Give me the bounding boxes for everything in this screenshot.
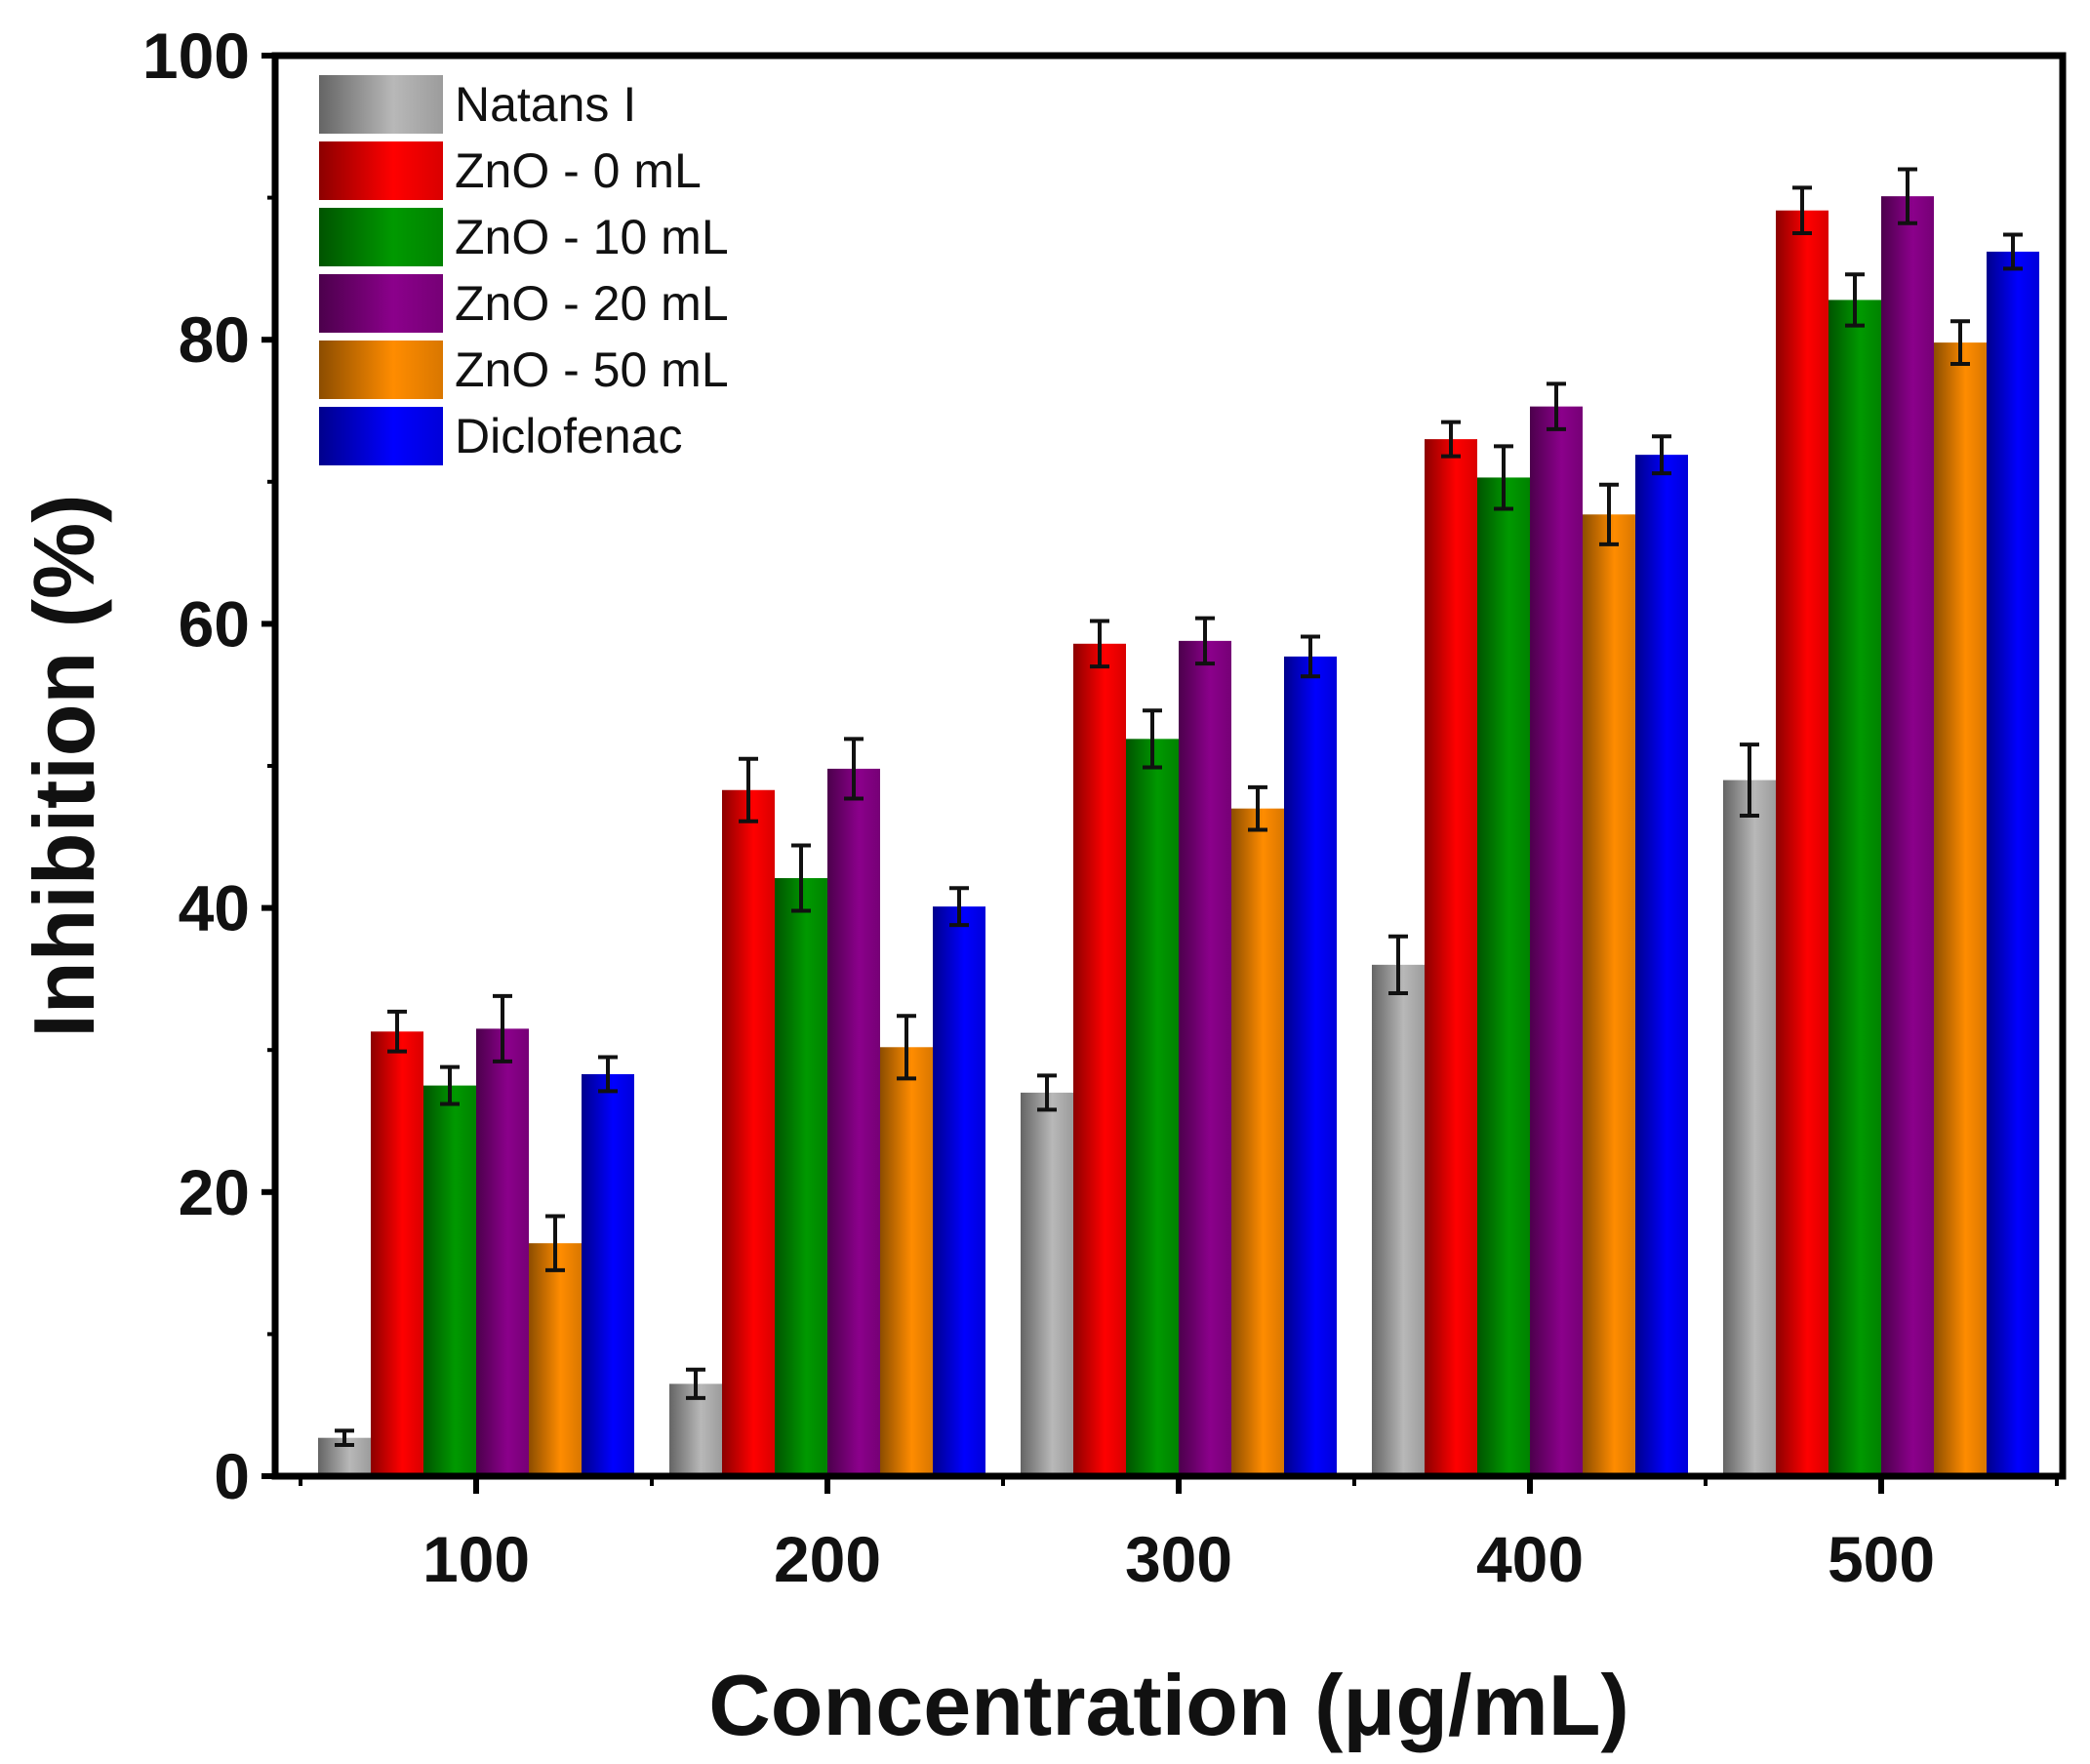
legend-label: Natans I — [455, 77, 636, 132]
bar-zno-50-ml-500 — [1934, 342, 1987, 1476]
bar-zno-0-ml-100 — [371, 1031, 423, 1476]
bar-zno-50-ml-300 — [1231, 808, 1284, 1476]
bar-zno-20-ml-400 — [1530, 406, 1583, 1477]
bar-zno-0-ml-300 — [1073, 643, 1126, 1476]
error-bar — [1248, 784, 1267, 832]
bar-diclofenac-400 — [1635, 455, 1688, 1476]
bar-diclofenac-100 — [582, 1073, 634, 1476]
legend-label: ZnO - 20 mL — [455, 276, 729, 331]
error-bar — [493, 993, 512, 1063]
error-bar — [1090, 619, 1109, 669]
bar-zno-10-ml-400 — [1477, 477, 1530, 1476]
error-bar — [1037, 1073, 1057, 1112]
bar-diclofenac-200 — [933, 906, 985, 1476]
error-bar — [1599, 482, 1619, 546]
error-bar — [1143, 708, 1162, 770]
error-bar — [598, 1055, 618, 1094]
error-bar — [739, 756, 758, 823]
bar-natans-i-500 — [1723, 780, 1776, 1476]
bar-diclofenac-500 — [1987, 251, 2039, 1477]
error-bar — [844, 737, 864, 801]
bar-zno-50-ml-100 — [529, 1243, 582, 1476]
error-bar — [897, 1014, 916, 1081]
legend-swatch — [319, 341, 443, 399]
error-bar — [1845, 272, 1865, 328]
error-bar — [2003, 232, 2023, 271]
legend-swatch — [319, 75, 443, 134]
bar-zno-20-ml-200 — [827, 768, 880, 1476]
axis-ticks: 0 20 40 60 80 100 100 200 300 400 500 — [142, 20, 2059, 1595]
legend: Natans I ZnO - 0 mL ZnO - 10 mL ZnO - 20 mL… — [319, 75, 729, 465]
bar-zno-10-ml-200 — [775, 878, 827, 1476]
legend-item: ZnO - 50 mL — [319, 341, 729, 399]
legend-item: ZnO - 0 mL — [319, 141, 702, 200]
legend-item: Diclofenac — [319, 407, 682, 465]
bar-zno-20-ml-500 — [1881, 196, 1934, 1476]
y-axis-title: Inhibition (%) — [16, 494, 112, 1037]
error-bar — [1950, 319, 1970, 366]
x-tick-label: 500 — [1828, 1523, 1935, 1595]
x-tick-label: 400 — [1476, 1523, 1584, 1595]
legend-label: ZnO - 50 mL — [455, 342, 729, 397]
x-axis-title: Concentration (μg/mL) — [708, 1657, 1629, 1753]
bar-zno-10-ml-500 — [1829, 300, 1881, 1476]
error-bar — [1441, 420, 1461, 459]
y-tick-label: 60 — [179, 587, 250, 660]
error-bar — [791, 843, 811, 913]
x-tick-label: 300 — [1125, 1523, 1232, 1595]
legend-item: Natans I — [319, 75, 636, 134]
legend-swatch — [319, 274, 443, 333]
x-tick-label: 200 — [774, 1523, 881, 1595]
bar-zno-0-ml-200 — [722, 789, 775, 1476]
bar-zno-20-ml-100 — [476, 1028, 529, 1476]
legend-swatch — [319, 141, 443, 200]
error-bar — [949, 886, 969, 928]
error-bar — [387, 1009, 407, 1054]
error-bar — [1301, 634, 1320, 679]
error-bar — [335, 1428, 354, 1447]
error-bar — [1898, 167, 1917, 225]
legend-item: ZnO - 20 mL — [319, 274, 729, 333]
legend-swatch — [319, 208, 443, 266]
legend-label: Diclofenac — [455, 409, 682, 463]
bar-diclofenac-300 — [1284, 656, 1337, 1476]
legend-item: ZnO - 10 mL — [319, 208, 729, 266]
error-bar — [1195, 616, 1215, 666]
error-bar — [686, 1367, 705, 1400]
y-tick-label: 100 — [142, 20, 250, 92]
error-bar — [1652, 434, 1671, 476]
bars-layer — [318, 196, 2039, 1477]
error-bars-layer — [335, 167, 2023, 1447]
bar-zno-20-ml-300 — [1179, 640, 1231, 1476]
legend-label: ZnO - 10 mL — [455, 210, 729, 264]
bar-natans-i-300 — [1021, 1092, 1073, 1476]
y-tick-label: 0 — [214, 1440, 250, 1512]
error-bar — [545, 1214, 565, 1272]
bar-zno-10-ml-300 — [1126, 739, 1179, 1476]
y-tick-label: 80 — [179, 303, 250, 376]
error-bar — [1792, 185, 1812, 235]
x-tick-label: 100 — [422, 1523, 530, 1595]
bar-natans-i-400 — [1372, 964, 1425, 1476]
y-tick-label: 20 — [179, 1156, 250, 1228]
error-bar — [1388, 934, 1408, 995]
bar-zno-0-ml-500 — [1776, 210, 1829, 1477]
error-bar — [1547, 381, 1566, 431]
y-tick-label: 40 — [179, 872, 250, 944]
bar-zno-0-ml-400 — [1425, 439, 1477, 1476]
error-bar — [1740, 742, 1759, 818]
bar-zno-50-ml-400 — [1583, 514, 1635, 1476]
legend-swatch — [319, 407, 443, 465]
bar-zno-50-ml-200 — [880, 1047, 933, 1476]
error-bar — [1494, 444, 1513, 511]
legend-label: ZnO - 0 mL — [455, 143, 702, 198]
bar-zno-10-ml-100 — [423, 1085, 476, 1476]
error-bar — [440, 1064, 460, 1106]
